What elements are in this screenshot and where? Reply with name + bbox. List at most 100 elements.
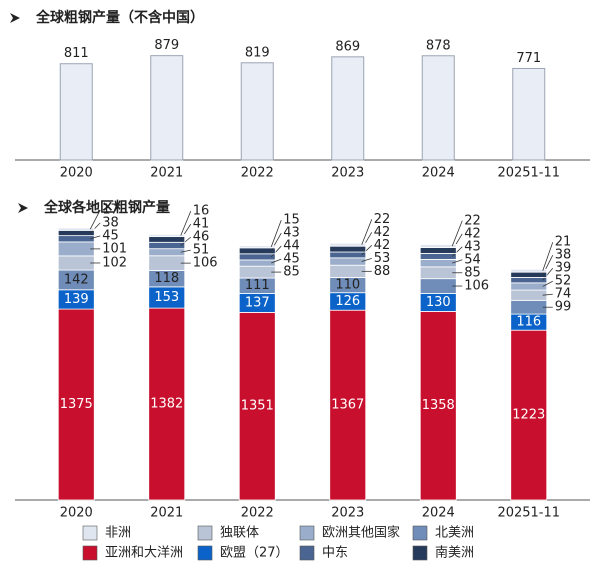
leader-line bbox=[270, 219, 282, 247]
data-label: 39 bbox=[555, 261, 572, 276]
data-label: 74 bbox=[555, 287, 572, 302]
data-label: 43 bbox=[464, 239, 481, 254]
x-tick-label: 2022 bbox=[241, 506, 274, 521]
data-label: 139 bbox=[64, 292, 89, 307]
bar-segment bbox=[419, 253, 457, 260]
data-label: 85 bbox=[464, 265, 481, 280]
data-label: 42 bbox=[374, 238, 391, 253]
bar-segment bbox=[57, 235, 95, 243]
legend-swatch bbox=[82, 525, 98, 541]
data-label: 99 bbox=[555, 300, 572, 315]
bar-segment bbox=[329, 245, 367, 253]
data-label: 101 bbox=[102, 241, 127, 256]
title-marker bbox=[18, 203, 28, 213]
legend-label: 欧盟（27） bbox=[220, 546, 289, 561]
bar-segment bbox=[57, 255, 95, 271]
x-tick-label: 2021 bbox=[150, 506, 183, 521]
x-tick-label: 2023 bbox=[331, 506, 364, 521]
data-label: 38 bbox=[555, 248, 572, 263]
leader-line bbox=[542, 242, 554, 271]
bar-segment bbox=[57, 229, 95, 237]
leader-line bbox=[270, 245, 282, 258]
leader-line bbox=[542, 280, 553, 287]
leader-line bbox=[451, 220, 463, 247]
data-label: 118 bbox=[154, 271, 179, 286]
data-label: 116 bbox=[516, 315, 541, 330]
leader-line bbox=[542, 267, 554, 281]
legend-label: 独联体 bbox=[220, 526, 259, 541]
data-label: 52 bbox=[555, 274, 572, 289]
data-label: 15 bbox=[283, 213, 300, 228]
data-label: 1223 bbox=[512, 408, 545, 423]
x-tick-label: 2024 bbox=[422, 166, 455, 181]
bar-segment bbox=[148, 248, 186, 257]
bar-segment bbox=[419, 247, 457, 254]
leader-line bbox=[90, 235, 101, 240]
data-label: 126 bbox=[335, 294, 360, 309]
legend-swatch bbox=[197, 525, 213, 541]
data-label: 137 bbox=[245, 295, 270, 310]
leader-line bbox=[361, 219, 373, 245]
bar bbox=[150, 55, 184, 161]
leader-line bbox=[89, 209, 101, 230]
bar-segment bbox=[510, 277, 548, 284]
bar-segment bbox=[148, 241, 186, 250]
data-label: 142 bbox=[64, 272, 89, 287]
data-label: 1358 bbox=[422, 398, 455, 413]
x-tick-label: 20251-11 bbox=[497, 166, 560, 181]
data-label: 1351 bbox=[241, 399, 274, 414]
data-label: 22 bbox=[374, 212, 391, 227]
data-label: 17 bbox=[102, 202, 119, 217]
bar-segment bbox=[419, 244, 457, 248]
legend-swatch bbox=[412, 545, 428, 561]
x-tick-label: 2020 bbox=[60, 506, 93, 521]
leader-line bbox=[542, 293, 553, 296]
bar-segment bbox=[238, 247, 276, 255]
data-label: 1375 bbox=[60, 397, 93, 412]
legend-label: 北美洲 bbox=[435, 526, 474, 541]
data-label: 16 bbox=[193, 204, 210, 219]
bar-segment bbox=[510, 282, 548, 291]
data-label: 43 bbox=[283, 226, 300, 241]
bar-segment bbox=[148, 236, 186, 243]
legend-swatch bbox=[299, 545, 315, 561]
x-tick-label: 2021 bbox=[150, 166, 183, 181]
data-label: 85 bbox=[283, 265, 300, 280]
bar-segment bbox=[329, 309, 367, 501]
legend-swatch bbox=[197, 545, 213, 561]
bar-segment bbox=[57, 227, 95, 231]
data-label: 46 bbox=[193, 230, 210, 245]
legend-swatch bbox=[82, 545, 98, 561]
leader-line bbox=[452, 259, 463, 264]
bar bbox=[59, 63, 93, 161]
data-label: 106 bbox=[464, 279, 489, 294]
data-label: 22 bbox=[464, 213, 481, 228]
data-label: 53 bbox=[374, 251, 391, 266]
bar-segment bbox=[238, 253, 276, 261]
bar-segment bbox=[510, 289, 548, 301]
data-label: 42 bbox=[464, 226, 481, 241]
bar-segment bbox=[510, 299, 548, 315]
data-label: 41 bbox=[193, 217, 210, 232]
legend-label: 欧洲其他国家 bbox=[322, 525, 400, 541]
data-label: 819 bbox=[245, 45, 270, 60]
bar-segment bbox=[329, 251, 367, 259]
leader-line bbox=[89, 222, 101, 234]
data-label: 1367 bbox=[331, 398, 364, 413]
bar-segment bbox=[57, 308, 95, 501]
x-tick-label: 2022 bbox=[241, 166, 274, 181]
bar-segment bbox=[510, 268, 548, 273]
chart-title: 全球粗钢产量（不含中国） bbox=[35, 9, 204, 26]
legend-swatch bbox=[299, 525, 315, 541]
data-label: 44 bbox=[283, 239, 300, 254]
data-label: 88 bbox=[374, 264, 391, 279]
bar-segment bbox=[238, 265, 276, 279]
data-label: 45 bbox=[283, 252, 300, 267]
legend-label: 中东 bbox=[322, 546, 348, 561]
bar-segment bbox=[419, 278, 457, 294]
data-label: 51 bbox=[193, 243, 210, 258]
data-label: 21 bbox=[555, 235, 572, 250]
bar-segment bbox=[329, 264, 367, 278]
x-tick-label: 2024 bbox=[422, 506, 455, 521]
